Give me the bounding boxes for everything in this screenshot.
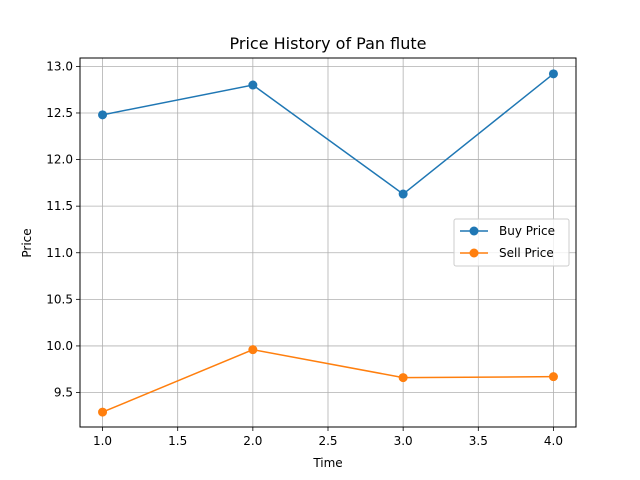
legend-buy-price-label: Buy Price bbox=[499, 224, 555, 238]
legend-sell-price-label: Sell Price bbox=[499, 246, 554, 260]
x-tick-label: 1.5 bbox=[168, 434, 187, 448]
series-layer bbox=[98, 69, 558, 417]
x-tick-label: 2.0 bbox=[243, 434, 262, 448]
y-tick-label: 10.0 bbox=[46, 339, 73, 353]
buy-price-point bbox=[98, 110, 108, 120]
sell-price-series-line bbox=[102, 348, 554, 413]
x-axis-ticks: 1.0 1.5 2.0 2.5 3.0 3.5 4.0 bbox=[93, 427, 563, 448]
y-tick-label: 12.5 bbox=[46, 106, 73, 120]
y-tick-label: 10.5 bbox=[46, 292, 73, 306]
x-tick-label: 3.0 bbox=[394, 434, 413, 448]
y-axis-ticks: 9.5 10.0 10.5 11.0 11.5 12.0 12.5 13.0 bbox=[46, 59, 80, 400]
legend: Buy Price Sell Price bbox=[453, 218, 570, 267]
x-tick-label: 2.5 bbox=[318, 434, 337, 448]
sell-price-point bbox=[98, 407, 108, 417]
x-axis-label: Time bbox=[312, 456, 342, 470]
y-tick-label: 11.0 bbox=[46, 246, 73, 260]
buy-price-series-line bbox=[102, 73, 554, 195]
buy-price-point bbox=[398, 189, 408, 199]
sell-price-point bbox=[398, 373, 408, 383]
buy-price-point bbox=[548, 69, 558, 79]
y-tick-label: 11.5 bbox=[46, 199, 73, 213]
buy-price-point bbox=[248, 80, 258, 90]
y-tick-label: 13.0 bbox=[46, 59, 73, 73]
legend-sell-price-marker bbox=[469, 248, 479, 258]
x-tick-label: 1.0 bbox=[93, 434, 112, 448]
y-tick-label: 12.0 bbox=[46, 153, 73, 167]
y-tick-label: 9.5 bbox=[54, 386, 73, 400]
sell-price-point bbox=[248, 345, 258, 355]
x-tick-label: 4.0 bbox=[544, 434, 563, 448]
y-axis-label: Price bbox=[20, 228, 34, 257]
sell-price-point bbox=[548, 372, 558, 382]
x-tick-label: 3.5 bbox=[469, 434, 488, 448]
legend-buy-price-marker bbox=[469, 226, 479, 236]
chart-title: Price History of Pan flute bbox=[230, 34, 427, 53]
